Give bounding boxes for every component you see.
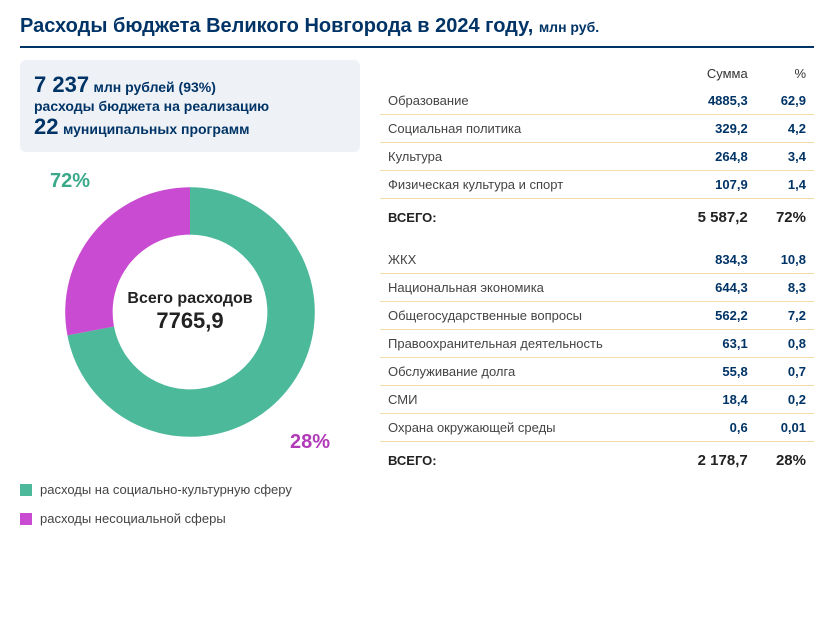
th-name [380,60,672,87]
summary-count: 22 [34,114,58,139]
table-row: Культура 264,8 3,4 [380,143,814,171]
legend-item-2: расходы несоциальной сферы [20,511,360,526]
total-name: ВСЕГО: [380,442,672,484]
total-name: ВСЕГО: [380,199,672,241]
donut-chart: 72% Всего расходов 7765,9 28% [40,162,340,462]
row-name: Культура [380,143,672,171]
table-row: СМИ 18,4 0,2 [380,386,814,414]
row-sum: 329,2 [672,115,756,143]
page-title: Расходы бюджета Великого Новгорода в 202… [20,15,814,48]
table-row: Общегосударственные вопросы 562,2 7,2 [380,302,814,330]
table-row: Физическая культура и спорт 107,9 1,4 [380,171,814,199]
table-total-row: ВСЕГО: 2 178,7 28% [380,442,814,484]
row-pct: 7,2 [756,302,814,330]
row-pct: 0,01 [756,414,814,442]
row-pct: 0,8 [756,330,814,358]
row-sum: 644,3 [672,274,756,302]
row-name: Физическая культура и спорт [380,171,672,199]
title-main: Расходы бюджета Великого Новгорода в 202… [20,15,539,37]
row-pct: 0,2 [756,386,814,414]
row-sum: 4885,3 [672,87,756,115]
row-name: Социальная политика [380,115,672,143]
donut-center-label: Всего расходов [127,290,252,308]
table-row: Обслуживание долга 55,8 0,7 [380,358,814,386]
legend-swatch-1 [20,484,32,496]
row-pct: 4,2 [756,115,814,143]
row-sum: 0,6 [672,414,756,442]
row-pct: 0,7 [756,358,814,386]
summary-count-label: муниципальных программ [63,121,250,137]
row-name: Национальная экономика [380,274,672,302]
total-sum: 2 178,7 [672,442,756,484]
row-pct: 10,8 [756,240,814,274]
donut-center-value: 7765,9 [127,308,252,334]
legend-swatch-2 [20,513,32,525]
legend-text-2: расходы несоциальной сферы [40,511,226,526]
table-row: Правоохранительная деятельность 63,1 0,8 [380,330,814,358]
table-header-row: Сумма % [380,60,814,87]
row-pct: 8,3 [756,274,814,302]
row-name: Обслуживание долга [380,358,672,386]
row-sum: 562,2 [672,302,756,330]
row-name: ЖКХ [380,240,672,274]
row-sum: 264,8 [672,143,756,171]
budget-table: Сумма % Образование 4885,3 62,9Социальна… [380,60,814,483]
summary-amount-unit: млн рублей (93%) [94,79,216,95]
legend-text-1: расходы на социально-культурную сферу [40,482,292,497]
slice-2-pct-label: 28% [290,431,330,454]
row-name: Образование [380,87,672,115]
row-sum: 107,9 [672,171,756,199]
summary-box: 7 237 млн рублей (93%) расходы бюджета н… [20,60,360,152]
table-row: Национальная экономика 644,3 8,3 [380,274,814,302]
summary-amount: 7 237 [34,72,89,97]
summary-line2: расходы бюджета на реализацию [34,98,346,114]
title-unit: млн руб. [539,19,599,35]
th-pct: % [756,60,814,87]
legend-item-1: расходы на социально-культурную сферу [20,482,360,497]
row-name: СМИ [380,386,672,414]
table-row: Социальная политика 329,2 4,2 [380,115,814,143]
th-sum: Сумма [672,60,756,87]
table-row: Образование 4885,3 62,9 [380,87,814,115]
table-row: ЖКХ 834,3 10,8 [380,240,814,274]
row-sum: 63,1 [672,330,756,358]
legend: расходы на социально-культурную сферу ра… [20,482,360,526]
row-pct: 3,4 [756,143,814,171]
row-pct: 62,9 [756,87,814,115]
row-sum: 834,3 [672,240,756,274]
table-row: Охрана окружающей среды 0,6 0,01 [380,414,814,442]
donut-center: Всего расходов 7765,9 [127,290,252,334]
row-pct: 1,4 [756,171,814,199]
total-pct: 28% [756,442,814,484]
row-sum: 55,8 [672,358,756,386]
row-name: Охрана окружающей среды [380,414,672,442]
total-pct: 72% [756,199,814,241]
table-total-row: ВСЕГО: 5 587,2 72% [380,199,814,241]
row-name: Правоохранительная деятельность [380,330,672,358]
row-sum: 18,4 [672,386,756,414]
row-name: Общегосударственные вопросы [380,302,672,330]
total-sum: 5 587,2 [672,199,756,241]
